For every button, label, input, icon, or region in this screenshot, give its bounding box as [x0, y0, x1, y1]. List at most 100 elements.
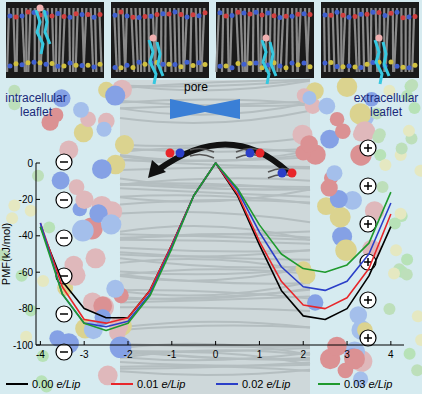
snapshot-head [236, 61, 241, 66]
snapshot-head [401, 65, 406, 70]
snapshot-tail [118, 8, 119, 72]
snapshot-head [74, 63, 79, 68]
snapshot-tail [357, 8, 360, 72]
snapshot-head [80, 63, 85, 68]
legend-label: 0.01 e/Lip [137, 378, 185, 390]
snapshot-head [50, 13, 55, 18]
snapshot-molecule [383, 42, 389, 76]
snapshot-head [167, 62, 172, 67]
snapshot-head [242, 62, 247, 67]
positive-charge [360, 292, 376, 308]
ion [374, 128, 386, 140]
snapshot-head [131, 15, 136, 20]
snapshot-head [14, 15, 19, 20]
x-tick-label: 4 [388, 349, 394, 360]
legend-swatch [216, 383, 238, 385]
ion [388, 268, 400, 280]
snapshot [6, 2, 104, 78]
snapshot-tail [59, 8, 61, 72]
charge-sign [60, 351, 68, 353]
snapshot-tail [76, 8, 78, 72]
y-tick [36, 272, 40, 273]
snapshot-head [329, 13, 334, 18]
tail-strand [120, 362, 310, 368]
snapshot-head [56, 11, 61, 16]
snapshot-head [278, 15, 283, 20]
snapshot-head [359, 12, 364, 17]
ion [383, 303, 395, 315]
charge-circle [56, 192, 72, 208]
annotation-line: leaflet [370, 105, 403, 119]
snapshot-head [92, 65, 97, 70]
snapshot-head [56, 64, 61, 69]
series-line [40, 163, 390, 323]
lipid-head [176, 149, 185, 158]
tail-strand [120, 234, 310, 239]
series-line [40, 163, 390, 327]
snapshot-head [62, 14, 67, 19]
charge-circle [360, 330, 376, 346]
legend-label-part: e/Lip [266, 378, 290, 390]
snapshot-molecule [44, 10, 50, 44]
snapshot-head [254, 60, 259, 65]
annotation: pore [184, 80, 208, 94]
snapshot-head [68, 61, 73, 66]
legend-swatch [111, 383, 133, 385]
charge-circle [56, 344, 72, 360]
snapshot-head [26, 60, 31, 65]
snapshot-head [266, 10, 271, 15]
x-tick [303, 341, 304, 345]
x-tick [128, 341, 129, 345]
legend-label: 0.00 e/Lip [32, 378, 80, 390]
negative-charge [56, 230, 72, 246]
negative-charge [56, 344, 72, 360]
lipid-head [166, 149, 175, 158]
lipid-head [256, 149, 265, 158]
tail-strand [120, 325, 310, 330]
tail-strand [120, 151, 310, 161]
snapshot-head [335, 64, 340, 69]
negative-charge [56, 306, 72, 322]
snapshot-tail [337, 8, 339, 72]
snapshot-tail [190, 8, 191, 72]
annotation: extracellularleaflet [354, 91, 419, 119]
x-tick [40, 341, 41, 345]
snapshot-head [272, 13, 277, 18]
head-group [344, 348, 365, 369]
positive-charge [360, 178, 376, 194]
ion [390, 244, 402, 256]
snapshot-head [155, 12, 160, 17]
snapshot-head [197, 60, 202, 65]
charge-sign [367, 220, 369, 228]
charge-circle [56, 154, 72, 170]
snapshot-bg [6, 2, 104, 78]
ion [414, 165, 422, 177]
snapshot-head [179, 64, 184, 69]
ion [377, 181, 389, 193]
legend-label: 0.02 e/Lip [242, 378, 290, 390]
snapshot-head [242, 10, 247, 15]
snapshot-head [203, 10, 208, 15]
snapshot-molecule [270, 42, 276, 76]
snapshot-head [377, 10, 382, 15]
tail-strand [120, 268, 310, 274]
snapshot-head [8, 64, 13, 69]
x-tick-label: 3 [344, 349, 350, 360]
snapshot-head [347, 64, 352, 69]
ion [396, 143, 408, 155]
snapshot-head [260, 13, 265, 18]
snapshot-head [407, 14, 412, 19]
head-group [92, 159, 112, 179]
head-group [335, 123, 351, 139]
snapshot-head [296, 12, 301, 17]
x-tick-label: -3 [80, 349, 89, 360]
lipid-icon [236, 148, 265, 158]
legend-label-part: e/Lip [56, 378, 80, 390]
x-tick [84, 341, 85, 345]
snapshot-head [137, 60, 142, 65]
snapshot-head [353, 14, 358, 19]
snapshot-head [125, 63, 130, 68]
snapshot-head [44, 62, 49, 67]
lipid-head [288, 169, 297, 178]
tail-strand [120, 240, 310, 244]
